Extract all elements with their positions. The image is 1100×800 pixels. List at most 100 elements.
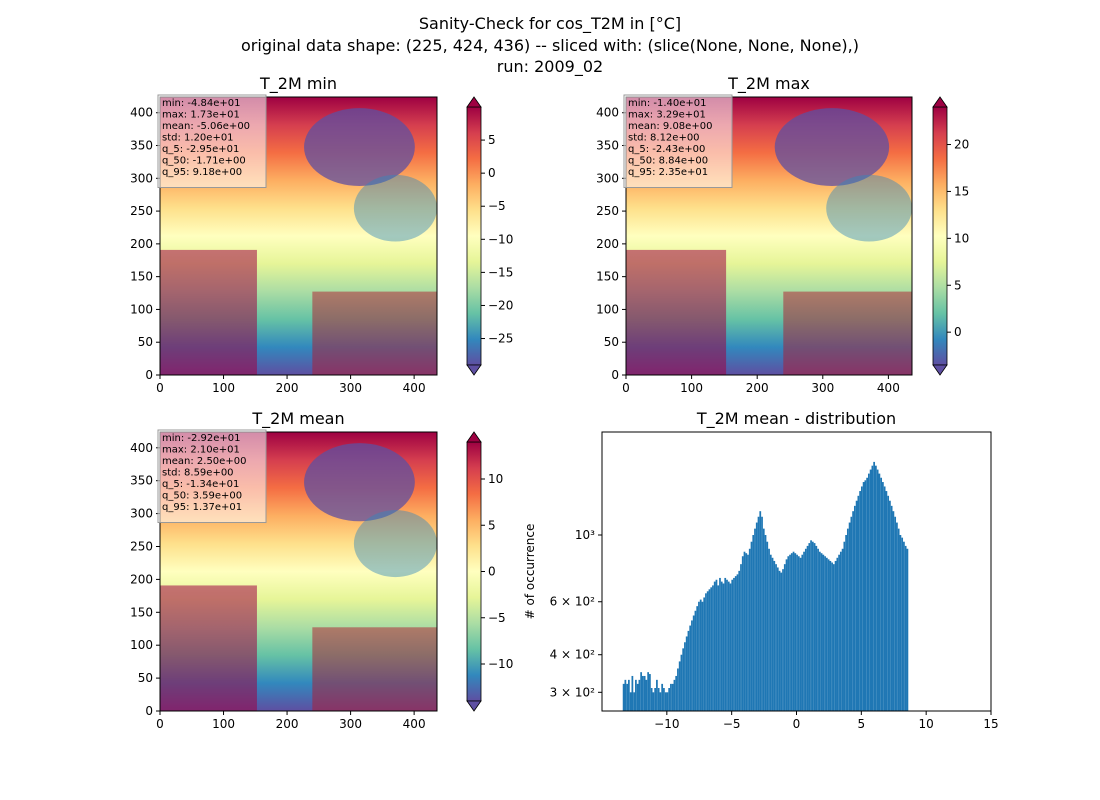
- stats-line: min: -1.40e+01: [628, 98, 707, 109]
- histogram-bar: [761, 516, 763, 711]
- histogram-bar: [825, 557, 828, 711]
- stats-line: q_5: -2.43e+00: [628, 144, 705, 155]
- histogram-bar: [882, 482, 884, 711]
- stats-line: min: -4.84e+01: [162, 98, 241, 109]
- histogram-bar: [635, 679, 637, 711]
- histogram-bar: [671, 683, 674, 711]
- histogram-bar: [903, 541, 905, 711]
- histogram-bar: [636, 683, 639, 711]
- histogram-bar: [850, 516, 853, 711]
- histogram-bar: [692, 615, 695, 711]
- histogram-bar: [661, 683, 664, 711]
- histogram-bar: [698, 601, 700, 711]
- stats-line: q_95: 1.37e+01: [162, 502, 242, 513]
- histogram-bar: [775, 564, 777, 711]
- histogram-bar: [696, 606, 699, 711]
- y-tick-label: 400: [130, 441, 153, 455]
- histogram-bar: [736, 574, 739, 711]
- histogram-bar: [797, 556, 800, 711]
- warm-region-southwest: [160, 585, 257, 711]
- y-tick-label: 200: [130, 237, 153, 251]
- y-tick-label: 150: [130, 270, 153, 284]
- histogram-bar: [871, 465, 874, 711]
- histogram-bar: [628, 679, 630, 711]
- histogram-bar: [668, 688, 671, 711]
- histogram-bar: [769, 554, 772, 711]
- y-tick-label: 250: [130, 204, 153, 218]
- histogram-bar: [626, 683, 629, 711]
- histogram-bar: [710, 587, 713, 711]
- x-tick-label: 400: [403, 717, 426, 731]
- histogram-bar: [649, 674, 651, 711]
- histogram-bar: [806, 545, 809, 711]
- x-tick-label: 0: [622, 381, 630, 395]
- stats-line: q_50: 3.59e+00: [162, 491, 242, 502]
- histogram-bar: [768, 548, 770, 711]
- y-axis-label: # of occurrence: [523, 524, 537, 620]
- histogram-bar: [684, 642, 686, 711]
- histogram-bar: [701, 601, 704, 711]
- stats-line: std: 1.20e+01: [162, 133, 234, 144]
- histogram-bar: [657, 688, 660, 711]
- cold-region-east: [353, 174, 438, 242]
- histogram-bar: [824, 556, 826, 711]
- histogram-bar: [810, 540, 812, 711]
- stats-line: q_95: 2.35e+01: [628, 167, 708, 178]
- histogram-bar: [834, 560, 837, 711]
- panel-title: T_2M max: [727, 74, 810, 94]
- stats-line: mean: -5.06e+00: [162, 121, 250, 132]
- histogram-bar: [839, 551, 842, 711]
- histogram-bar: [838, 554, 840, 711]
- y-tick-label: 0: [145, 368, 153, 382]
- x-tick-label: 15: [983, 717, 998, 731]
- histogram-bar: [869, 469, 872, 711]
- colorbar-body: [466, 106, 482, 366]
- histogram-bar: [677, 668, 679, 711]
- warm-region-southeast: [312, 627, 437, 711]
- histogram-bar: [754, 528, 756, 711]
- stats-line: q_5: -2.95e+01: [162, 144, 239, 155]
- histogram-bar: [813, 543, 816, 711]
- x-tick-label: 300: [811, 381, 834, 395]
- histogram-bar: [880, 477, 883, 711]
- histogram-bar: [846, 528, 849, 711]
- histogram-bar: [631, 675, 634, 711]
- histogram-bar: [719, 577, 721, 711]
- histogram-bar: [642, 675, 644, 711]
- histogram-bar: [740, 564, 742, 711]
- histogram-bar: [734, 576, 737, 711]
- histogram-bar: [776, 567, 779, 711]
- histogram-bar: [745, 553, 748, 711]
- histogram-bar: [875, 465, 877, 711]
- histogram-bar: [811, 541, 814, 711]
- x-tick-label: 0: [156, 717, 164, 731]
- y-tick-label: 400: [130, 106, 153, 120]
- histogram-bar: [694, 610, 697, 711]
- histogram-bar: [803, 551, 805, 711]
- histogram-bar: [654, 688, 657, 711]
- stats-line: q_95: 9.18e+00: [162, 167, 242, 178]
- stats-line: max: 3.29e+01: [628, 110, 706, 121]
- x-tick-label: 300: [339, 381, 362, 395]
- y-tick-label: 150: [596, 270, 619, 284]
- histogram-bar: [876, 469, 879, 711]
- histogram-bar: [853, 505, 856, 711]
- y-tick-label: 350: [596, 139, 619, 153]
- histogram-bar: [859, 491, 861, 711]
- histogram-bar: [841, 548, 844, 711]
- histogram-bar: [794, 553, 797, 711]
- histogram-bar: [864, 480, 867, 711]
- histogram-bar: [894, 516, 897, 711]
- histogram-bar: [906, 548, 909, 711]
- histogram-bar: [680, 654, 683, 711]
- colorbar-body: [932, 106, 948, 366]
- histogram-bar: [878, 473, 881, 711]
- histogram-bar: [717, 585, 720, 711]
- histogram-bar: [804, 548, 807, 711]
- colorbar-body: [466, 441, 482, 702]
- stats-line: q_5: -1.34e+01: [162, 479, 239, 490]
